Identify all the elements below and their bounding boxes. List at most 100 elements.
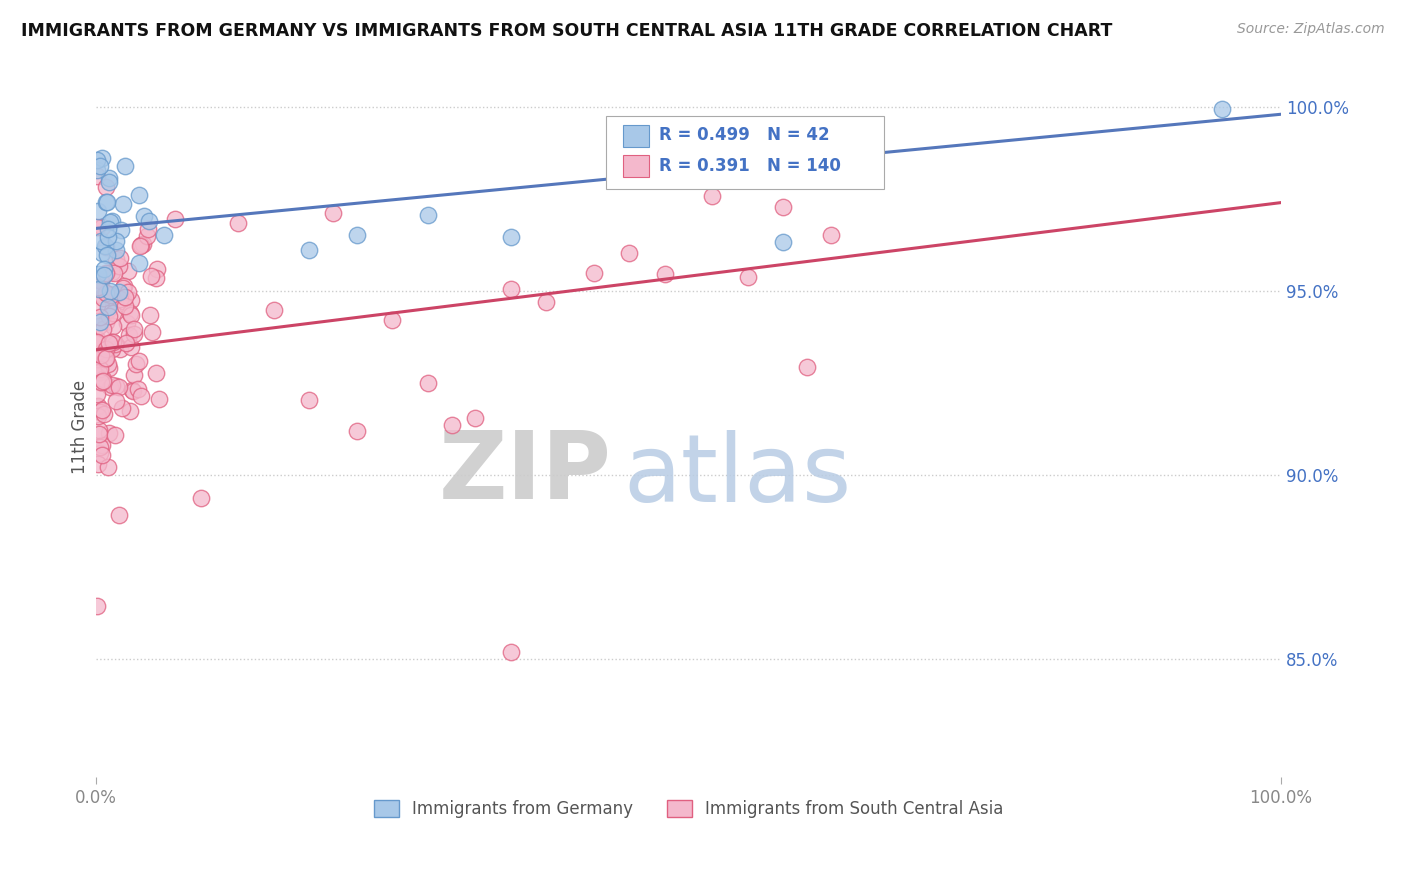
Point [98, 284, 121, 298]
Point [104, 393, 127, 408]
Point [89, 375, 111, 389]
Legend: Immigrants from Germany, Immigrants from South Central Asia: Immigrants from Germany, Immigrants from… [367, 793, 1010, 824]
Point [118, 328, 141, 343]
Point [93, 239, 115, 253]
Point [120, 308, 142, 322]
Point [440, 418, 463, 433]
Point [90, 348, 112, 362]
Point [120, 306, 142, 320]
Point [115, 335, 138, 350]
Point [97, 361, 120, 376]
Point [112, 196, 135, 211]
Point [121, 383, 143, 397]
Point [322, 206, 344, 220]
Point [87, 409, 110, 424]
Point [103, 306, 125, 320]
Point [153, 228, 176, 243]
Point [98, 175, 121, 189]
Point [96, 248, 118, 262]
Point [94, 352, 117, 367]
Point [114, 159, 136, 173]
Point [89, 365, 111, 379]
Point [104, 234, 127, 248]
Point [101, 213, 124, 227]
Point [122, 368, 145, 382]
Point [98, 215, 121, 229]
Point [91, 374, 114, 388]
Point [346, 424, 368, 438]
Point [103, 266, 125, 280]
Y-axis label: 11th Grade: 11th Grade [72, 380, 89, 475]
Point [107, 380, 129, 394]
Point [94, 266, 117, 280]
Point [91, 151, 114, 165]
Point [105, 286, 128, 301]
Point [98, 380, 121, 394]
Point [86, 279, 108, 293]
Point [91, 291, 114, 305]
Point [108, 343, 131, 357]
Point [298, 244, 321, 258]
Point [105, 243, 128, 257]
Point [87, 282, 110, 296]
Point [91, 288, 114, 302]
Point [104, 428, 127, 442]
Point [101, 334, 124, 349]
Point [86, 359, 108, 374]
Point [820, 228, 842, 243]
Point [346, 227, 368, 242]
Point [97, 301, 120, 315]
Point [796, 359, 818, 374]
Point [128, 256, 150, 270]
Point [86, 332, 108, 346]
Point [129, 389, 152, 403]
Point [416, 208, 439, 222]
Point [125, 357, 148, 371]
Point [141, 325, 163, 339]
Point [128, 187, 150, 202]
Point [86, 335, 108, 350]
Point [146, 262, 169, 277]
Point [97, 222, 120, 236]
Point [110, 222, 132, 236]
Point [87, 426, 110, 441]
Point [108, 259, 131, 273]
Point [86, 457, 108, 471]
Text: Source: ZipAtlas.com: Source: ZipAtlas.com [1237, 22, 1385, 37]
Point [86, 336, 108, 351]
Point [101, 319, 124, 334]
Point [820, 126, 842, 140]
Bar [623, 155, 650, 178]
Point [112, 279, 135, 293]
Point [129, 239, 152, 253]
Point [90, 220, 112, 235]
Point [98, 290, 121, 304]
Point [93, 268, 115, 283]
Point [108, 292, 131, 306]
Point [138, 213, 160, 227]
Point [112, 294, 135, 309]
Point [381, 312, 404, 326]
Point [101, 342, 124, 356]
Point [94, 342, 117, 356]
Point [86, 169, 108, 183]
Point [464, 410, 486, 425]
Point [91, 372, 114, 386]
Point [129, 237, 152, 252]
Point [582, 266, 605, 280]
Point [94, 239, 117, 253]
Point [96, 285, 118, 300]
Point [90, 376, 112, 390]
Point [128, 354, 150, 368]
Point [86, 401, 108, 415]
Point [86, 399, 108, 413]
Text: atlas: atlas [623, 430, 852, 522]
Point [1211, 102, 1233, 116]
Point [737, 270, 759, 285]
Point [108, 285, 131, 299]
Point [122, 384, 145, 399]
Point [97, 303, 120, 318]
Point [89, 273, 111, 287]
Point [114, 299, 136, 313]
Point [108, 508, 131, 523]
